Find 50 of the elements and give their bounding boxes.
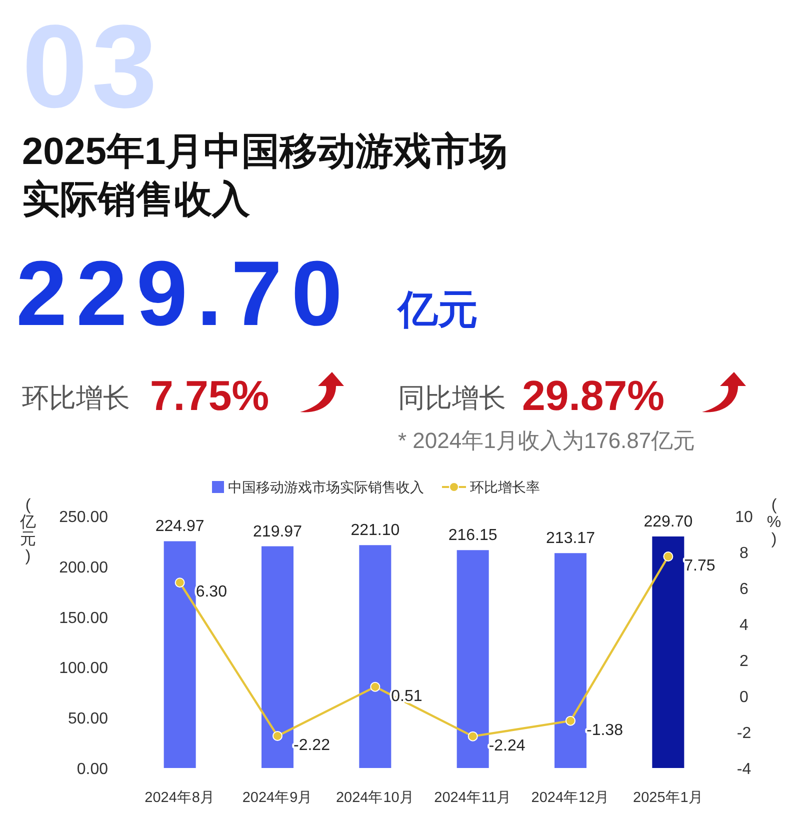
data-label: 216.15: [448, 527, 498, 544]
y-tick-label: 200.00: [59, 559, 108, 576]
data-label: 224.97: [155, 518, 204, 536]
x-tick-label: 2024年8月: [144, 789, 215, 806]
x-tick-label: 2024年9月: [242, 789, 313, 806]
data-label: 229.70: [644, 513, 693, 530]
data-label: 213.17: [546, 530, 596, 548]
data-label: -2.22: [294, 736, 330, 754]
text: 229.70: [16, 243, 352, 345]
y2-tick-label: -2: [736, 725, 752, 742]
data-label: -1.38: [586, 722, 624, 739]
data-label: -2.24: [488, 737, 526, 754]
data-label: 221.10: [350, 522, 400, 540]
x-tick-label: 2025年1月: [633, 789, 704, 806]
text: * 2024年1月收入为176.87亿元: [398, 428, 696, 453]
data-label: 7.75: [684, 558, 716, 574]
legend-label: 环比增长率: [470, 479, 540, 495]
chart-title: 2025年1月中国移动游戏市场实际销售收入: [22, 130, 509, 223]
text: 亿元: [398, 288, 478, 332]
y-tick-label: 50.00: [68, 710, 108, 728]
data-label: 0.51: [391, 688, 422, 705]
y2-tick-label: 10: [735, 509, 753, 526]
text: 29.87%: [522, 372, 664, 419]
legend-label: 中国移动游戏市场实际销售收入: [228, 479, 424, 495]
point: [272, 730, 282, 741]
point: [566, 716, 576, 726]
y2-tick-label: 8: [740, 545, 749, 562]
y2-tick-label: 6: [740, 581, 749, 598]
y-axis-title: (亿元): [19, 497, 36, 565]
text: 环比增长: [22, 383, 130, 413]
y2-tick-label: 0: [740, 689, 749, 706]
text: 7.75%: [150, 372, 270, 419]
x-tick-label: 2024年11月: [434, 789, 512, 806]
x-tick-label: 2024年12月: [531, 789, 610, 806]
y-tick-label: 100.00: [59, 660, 108, 678]
point: [468, 731, 478, 742]
y-tick-label: 0.00: [76, 761, 108, 778]
point: [174, 578, 185, 588]
y-tick-label: 250.00: [59, 509, 108, 526]
point: [370, 682, 380, 692]
data-label: 219.97: [253, 523, 302, 540]
y2-tick-label: 2: [740, 653, 749, 670]
y2-axis-title: (%): [766, 497, 782, 548]
point: [663, 552, 674, 562]
y2-tick-label: -4: [736, 761, 752, 778]
y2-tick-label: 4: [740, 617, 749, 634]
y-tick-label: 150.00: [59, 610, 108, 627]
x-tick-label: 2024年10月: [336, 789, 414, 806]
text: 同比增长: [398, 383, 506, 413]
data-label: 6.30: [196, 584, 228, 601]
